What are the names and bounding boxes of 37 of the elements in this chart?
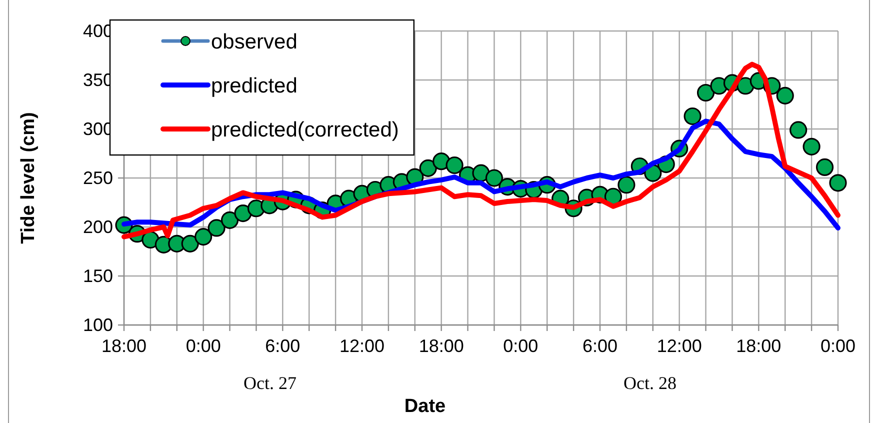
- point: [220, 211, 239, 229]
- x-tick-label: 18:00: [101, 336, 147, 356]
- y-tick-label: 150: [82, 266, 113, 286]
- x-tick-label: 18:00: [736, 336, 782, 356]
- legend-label: predicted(corrected): [211, 118, 399, 142]
- point: [208, 219, 226, 237]
- point: [790, 121, 808, 139]
- point: [816, 158, 834, 176]
- point: [618, 176, 636, 194]
- text: Oct. 28: [624, 373, 676, 393]
- x-tick-label: 0:00: [820, 336, 856, 356]
- x-tick-label: 12:00: [656, 336, 702, 356]
- point: [684, 107, 702, 126]
- x-tick-label: 0:00: [186, 336, 221, 356]
- y-tick-label: 250: [82, 168, 113, 188]
- point: [181, 234, 199, 252]
- x-tick-label: 18:00: [418, 336, 464, 356]
- point: [696, 84, 715, 102]
- point: [234, 204, 252, 222]
- text: Oct. 27: [244, 373, 296, 393]
- y-tick-label: 100: [82, 314, 113, 335]
- legend-label: observed: [211, 30, 298, 54]
- point: [419, 159, 437, 177]
- x-tick-label: 6:00: [582, 336, 618, 356]
- point: [776, 86, 794, 104]
- x-axis-title: Date: [404, 396, 446, 417]
- point: [194, 228, 212, 246]
- point: [829, 174, 847, 192]
- legend-label: predicted: [211, 74, 298, 98]
- point: [446, 156, 464, 174]
- x-tick-label: 0:00: [503, 336, 538, 356]
- x-tick-label: 12:00: [339, 336, 385, 356]
- point: [485, 169, 504, 187]
- x-tick-label: 6:00: [265, 336, 300, 356]
- y-tick-label: 200: [82, 216, 113, 237]
- point: [802, 138, 820, 156]
- y-axis-title: Tide level (cm): [18, 112, 39, 244]
